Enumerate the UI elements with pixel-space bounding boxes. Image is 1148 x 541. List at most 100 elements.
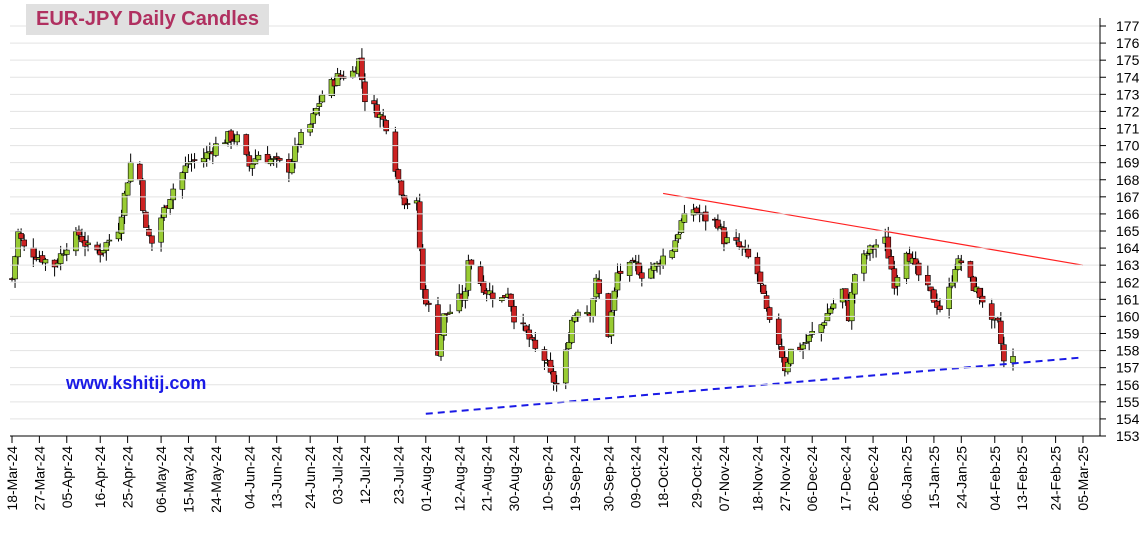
candle-down: [146, 228, 152, 236]
candle-down: [468, 259, 475, 266]
candle-down: [934, 300, 940, 308]
candle-up: [103, 242, 110, 251]
candle-up: [334, 73, 341, 86]
candle-down: [435, 304, 441, 356]
candle-up: [465, 260, 472, 291]
candle-down: [21, 239, 27, 247]
x-tick-label: 24-Jan-25: [953, 446, 969, 509]
candle-up: [292, 145, 298, 162]
candle-up: [584, 312, 590, 315]
x-tick-label: 15-Jan-25: [926, 446, 942, 509]
candle-up: [124, 182, 131, 196]
candle-up: [328, 79, 335, 96]
candle-up: [121, 192, 128, 216]
x-tick-label: 30-Aug-24: [506, 446, 522, 512]
x-tick-label: 10-Sep-24: [540, 446, 556, 512]
x-tick-label: 07-Nov-24: [716, 446, 732, 512]
candle-up: [63, 249, 70, 255]
watermark-text: www.kshitij.com: [66, 373, 207, 393]
candle-up: [127, 161, 134, 182]
x-tick-label: 19-Sep-24: [567, 446, 583, 512]
candle-up: [462, 291, 469, 301]
candle-up: [590, 298, 596, 317]
candle-up: [632, 261, 639, 264]
candle-down: [523, 325, 530, 332]
candle-down: [925, 274, 931, 286]
candle-up: [298, 132, 304, 145]
y-tick-label: 173: [1116, 86, 1140, 102]
candle-down: [392, 131, 399, 172]
candle-down: [967, 261, 974, 278]
candle-down: [693, 207, 700, 213]
candle-up: [800, 344, 806, 350]
candle-up: [955, 258, 962, 270]
y-tick-label: 155: [1116, 394, 1140, 410]
candle-up: [252, 158, 259, 165]
x-tick-label: 04-Jun-24: [241, 446, 257, 509]
y-tick-label: 174: [1116, 69, 1140, 85]
candle-up: [803, 342, 809, 344]
candle-down: [489, 292, 496, 299]
candle-up: [806, 334, 812, 342]
candle-down: [760, 284, 767, 294]
candle-down: [401, 195, 408, 206]
candle-up: [57, 253, 64, 264]
support-trendline: [425, 356, 1084, 415]
x-tick-label: 25-Apr-24: [120, 446, 136, 508]
x-tick-label: 24-May-24: [208, 446, 224, 513]
candle-up: [651, 263, 657, 271]
candle-up: [100, 250, 107, 254]
candle-up: [15, 231, 21, 258]
candle-down: [30, 247, 37, 258]
candle-up: [669, 250, 676, 258]
candle-down: [422, 289, 429, 305]
candle-up: [115, 231, 122, 240]
candle-up: [203, 152, 210, 160]
candle-down: [404, 203, 411, 205]
candle-down: [702, 211, 709, 222]
candle-up: [788, 348, 794, 365]
candle-up: [1010, 356, 1016, 363]
candle-down: [998, 320, 1004, 344]
y-tick-label: 169: [1116, 155, 1140, 171]
candle-up: [608, 311, 615, 337]
candle-down: [931, 289, 937, 303]
candle-down: [395, 169, 402, 180]
x-tick-label: 04-Feb-25: [987, 446, 1003, 511]
candle-down: [1001, 344, 1007, 362]
candle-up: [179, 172, 186, 190]
y-tick-label: 164: [1116, 240, 1140, 256]
candle-up: [182, 165, 189, 173]
candle-up: [724, 237, 730, 244]
candle-up: [106, 239, 113, 242]
candle-up: [614, 272, 621, 291]
candle-down: [136, 163, 143, 181]
candle-down: [18, 233, 24, 239]
candle-down: [511, 305, 517, 323]
candle-up: [672, 240, 679, 252]
trendlines-group: [425, 192, 1084, 415]
candle-up: [447, 311, 453, 314]
candle-up: [946, 286, 952, 309]
candle-up: [785, 361, 791, 373]
candle-up: [118, 216, 125, 234]
x-tick-label: 18-Mar-24: [4, 446, 20, 511]
candle-down: [380, 115, 386, 120]
candle-up: [852, 274, 858, 295]
candle-down: [480, 281, 487, 293]
candle-down: [477, 266, 484, 284]
candle-up: [861, 253, 867, 274]
candle-down: [39, 255, 46, 263]
x-tick-label: 23-Jul-24: [390, 446, 406, 505]
candle-up: [234, 134, 240, 143]
x-tick-label: 17-Dec-24: [838, 446, 854, 512]
candle-up: [267, 159, 274, 165]
candle-down: [416, 201, 423, 249]
candle-up: [438, 334, 444, 357]
candle-down: [635, 262, 642, 275]
x-tick-label: 30-Sep-24: [600, 446, 616, 512]
candle-down: [191, 159, 198, 161]
candle-down: [763, 295, 770, 309]
candle-up: [42, 259, 49, 264]
